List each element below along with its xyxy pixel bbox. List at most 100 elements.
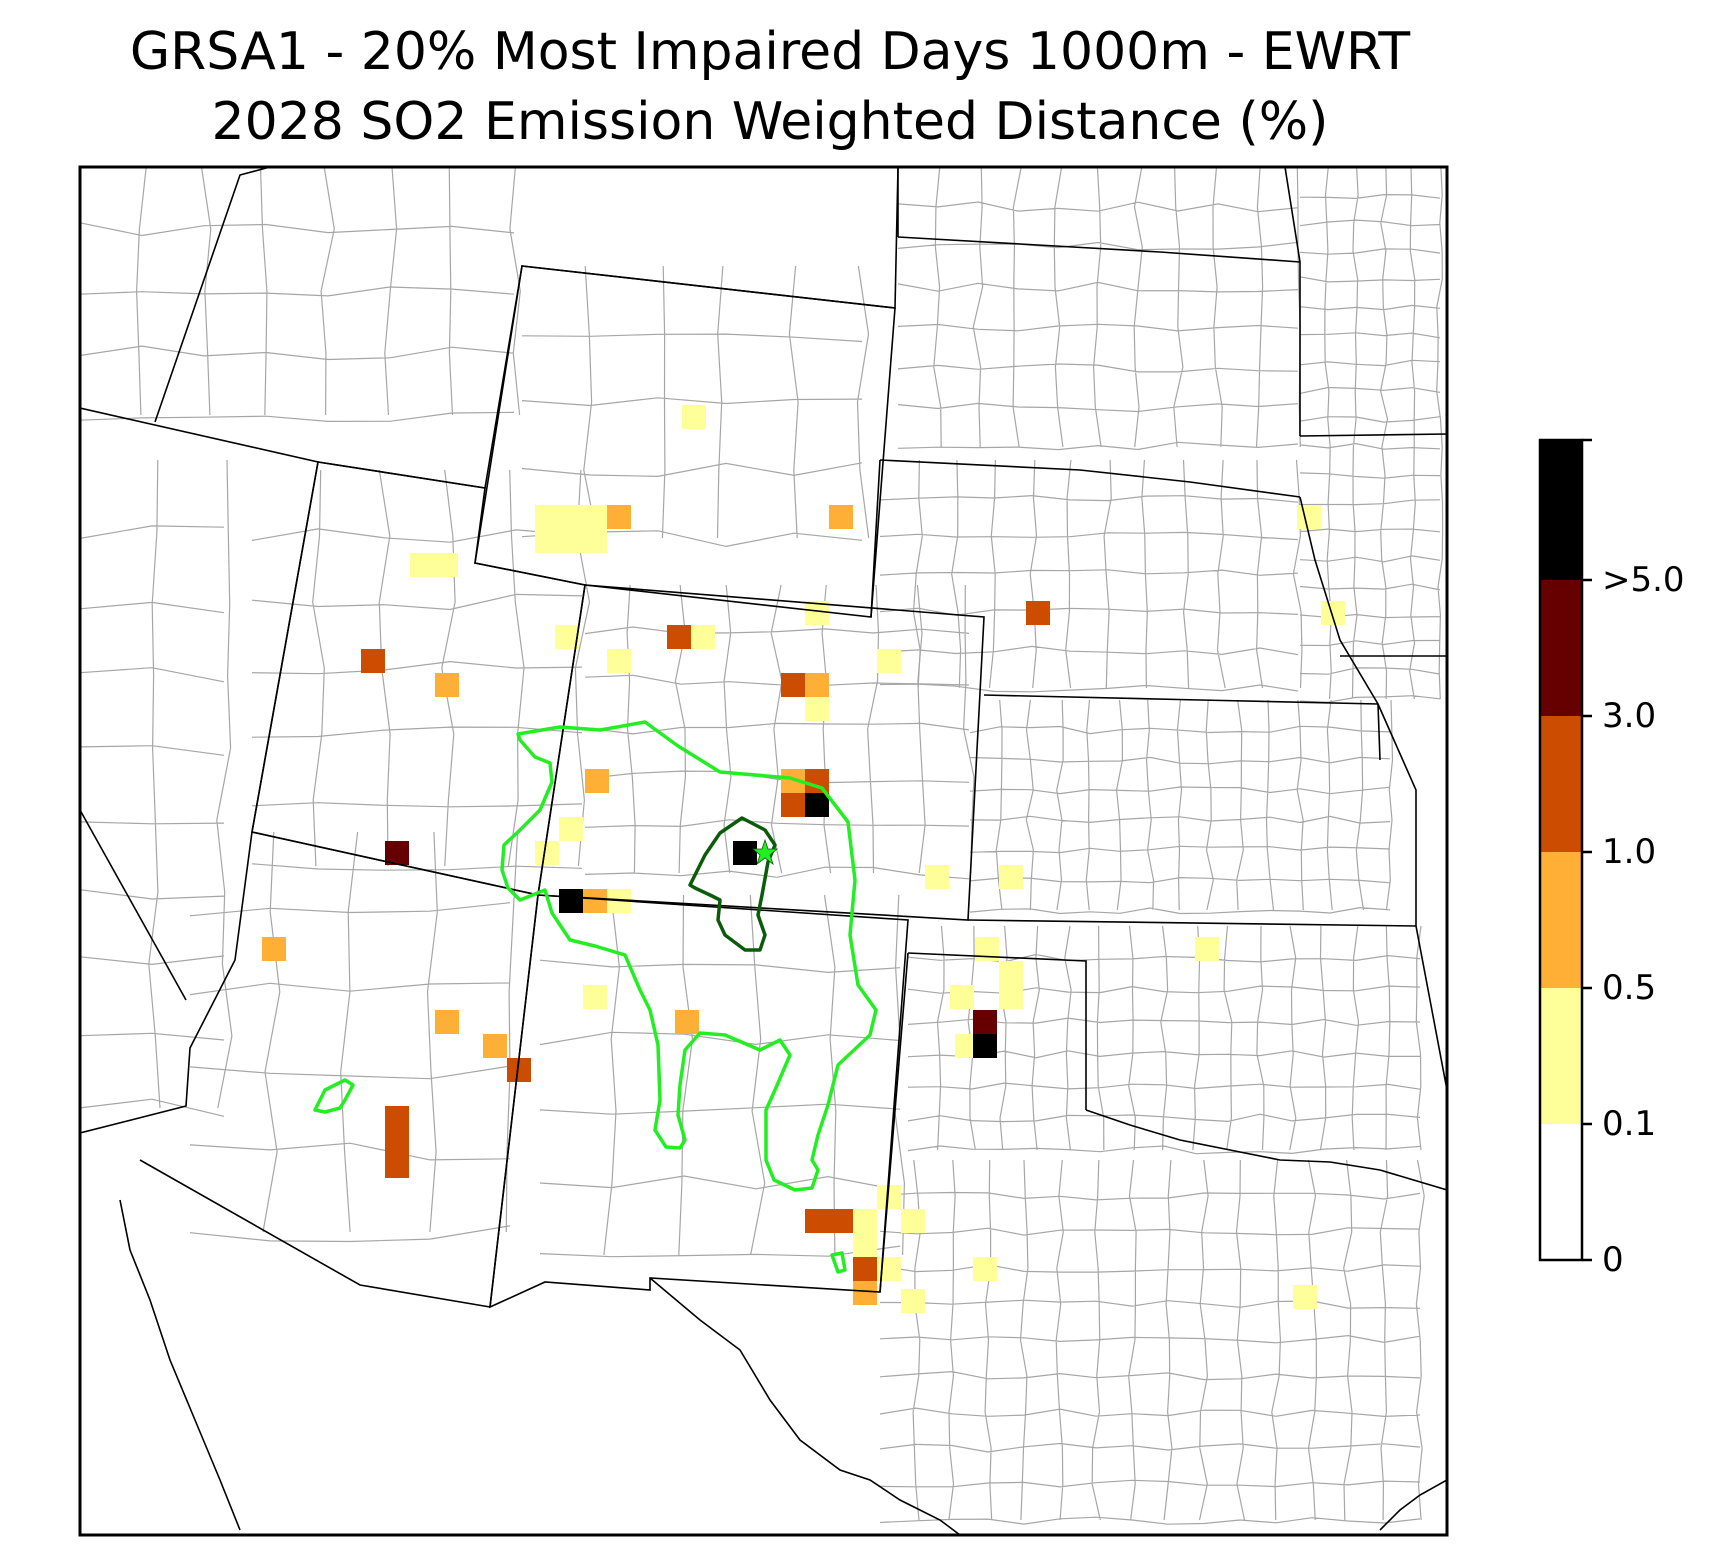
emission-cell <box>607 505 631 529</box>
emission-cell <box>385 841 409 865</box>
county-mesh-oklahoma <box>907 925 1422 1155</box>
state-border-north-dakota-south <box>897 236 1301 263</box>
emission-cell <box>585 769 609 793</box>
emission-cell <box>361 649 385 673</box>
emission-cell <box>733 841 757 865</box>
emission-cell <box>559 889 583 913</box>
state-border-iowa-north <box>1299 433 1447 437</box>
colorbar <box>1538 438 1592 1262</box>
emission-cell <box>535 841 559 865</box>
emission-cell <box>559 817 583 841</box>
emission-cell <box>999 865 1023 889</box>
state-border-arizona-mexico <box>139 1159 491 1308</box>
map-title-line-2: 2028 SO2 Emission Weighted Distance (%) <box>211 92 1329 152</box>
state-border-nebraska-iowa <box>1299 496 1381 761</box>
colorbar-tick-label: 0.5 <box>1602 968 1657 1008</box>
emission-cell <box>973 1010 997 1034</box>
county-mesh-kansas <box>969 699 1394 915</box>
emission-cell <box>901 1289 925 1313</box>
emission-cell <box>583 985 607 1009</box>
county-mesh-nebraska <box>879 459 1303 693</box>
county-mesh-wyoming <box>521 265 870 548</box>
state-border-kansas-oklahoma <box>967 919 1417 927</box>
emission-cell <box>829 505 853 529</box>
emission-cell <box>675 1010 699 1034</box>
emission-cell <box>435 1010 459 1034</box>
emission-cell <box>805 673 829 697</box>
emission-cell <box>385 1106 409 1154</box>
emission-cell <box>853 1209 877 1233</box>
emission-cell <box>781 793 805 817</box>
colorbar-bin-3 <box>1540 716 1582 852</box>
coastline-baja <box>119 1199 241 1531</box>
emission-cell <box>973 1034 997 1058</box>
emission-cell <box>435 673 459 697</box>
emission-cell <box>925 865 949 889</box>
emission-cell <box>1026 601 1050 625</box>
county-mesh-new-mexico <box>539 894 906 1258</box>
emission-cell <box>682 405 706 429</box>
emission-cell <box>535 505 607 529</box>
emission-cell <box>691 625 715 649</box>
colorbar-tick-label: >5.0 <box>1602 560 1685 600</box>
state-border-oklahoma-texas-red-river <box>1085 1109 1447 1191</box>
colorbar-tick-label: 0 <box>1602 1240 1624 1280</box>
colorbar-bin-1 <box>1540 988 1582 1124</box>
contour-outer-small-tx <box>830 1251 847 1274</box>
state-border-idaho-montana <box>154 167 271 423</box>
county-mesh-colorado <box>584 584 975 880</box>
colorbar-tick-label: 3.0 <box>1602 696 1657 736</box>
emission-cell <box>385 1154 409 1178</box>
colorbar-tick-label: 1.0 <box>1602 832 1657 872</box>
contours <box>313 720 878 1274</box>
colorbar-bin-5 <box>1540 440 1582 580</box>
class-i-area-star <box>751 838 779 866</box>
emission-cell <box>1321 601 1345 625</box>
emission-cell <box>853 1233 877 1257</box>
coastline-gulf <box>1379 1479 1447 1531</box>
emission-cell <box>262 937 286 961</box>
county-mesh-dakotas <box>897 167 1301 451</box>
state-border-nebraska-south <box>983 694 1379 705</box>
emission-cell <box>999 985 1023 1009</box>
state-border-montana-south <box>317 167 899 489</box>
colorbar-tick-label: 0.1 <box>1602 1104 1657 1144</box>
emission-cell <box>950 985 974 1009</box>
county-mesh-nevada <box>80 459 233 1117</box>
state-borders <box>80 167 1447 1535</box>
emission-cells <box>262 405 1345 1313</box>
county-mesh-arizona <box>189 831 519 1243</box>
state-border-texas-mexico <box>649 1277 961 1535</box>
emission-cell <box>781 673 805 697</box>
emission-cell <box>853 1281 877 1305</box>
contour-inner <box>688 816 777 952</box>
emission-cell <box>853 1257 877 1281</box>
emission-cell <box>607 649 631 673</box>
colorbar-bin-2 <box>1540 852 1582 988</box>
contour-outer-main <box>500 720 878 1192</box>
state-border-arizona-nm <box>489 894 539 1308</box>
emission-cell <box>901 1209 925 1233</box>
state-border-nevada <box>80 407 319 833</box>
colorbar-bin-4 <box>1540 580 1582 716</box>
colorbar-bin-0 <box>1540 1124 1582 1260</box>
emission-cell <box>999 961 1023 985</box>
emission-cell <box>805 793 829 817</box>
emission-cell <box>535 529 607 553</box>
state-border-minnesota-sd <box>1284 167 1301 436</box>
emission-cell <box>1297 505 1321 529</box>
contour-outer-small-az <box>313 1078 355 1114</box>
county-mesh-northwest <box>80 167 521 423</box>
emission-cell <box>973 1257 997 1281</box>
state-border-oklahoma-panhandle <box>907 952 1087 1110</box>
state-border-arizona-west <box>80 831 253 1134</box>
emission-cell <box>410 553 458 577</box>
state-border-nevada-ca <box>80 809 187 1001</box>
county-borders <box>80 167 1444 1525</box>
emission-cell <box>555 625 579 649</box>
state-border-new-mexico <box>489 894 909 1309</box>
state-border-oklahoma-arkansas <box>1415 925 1447 1091</box>
state-border-south-dakota-south <box>879 459 1301 498</box>
emission-cell <box>583 889 607 913</box>
